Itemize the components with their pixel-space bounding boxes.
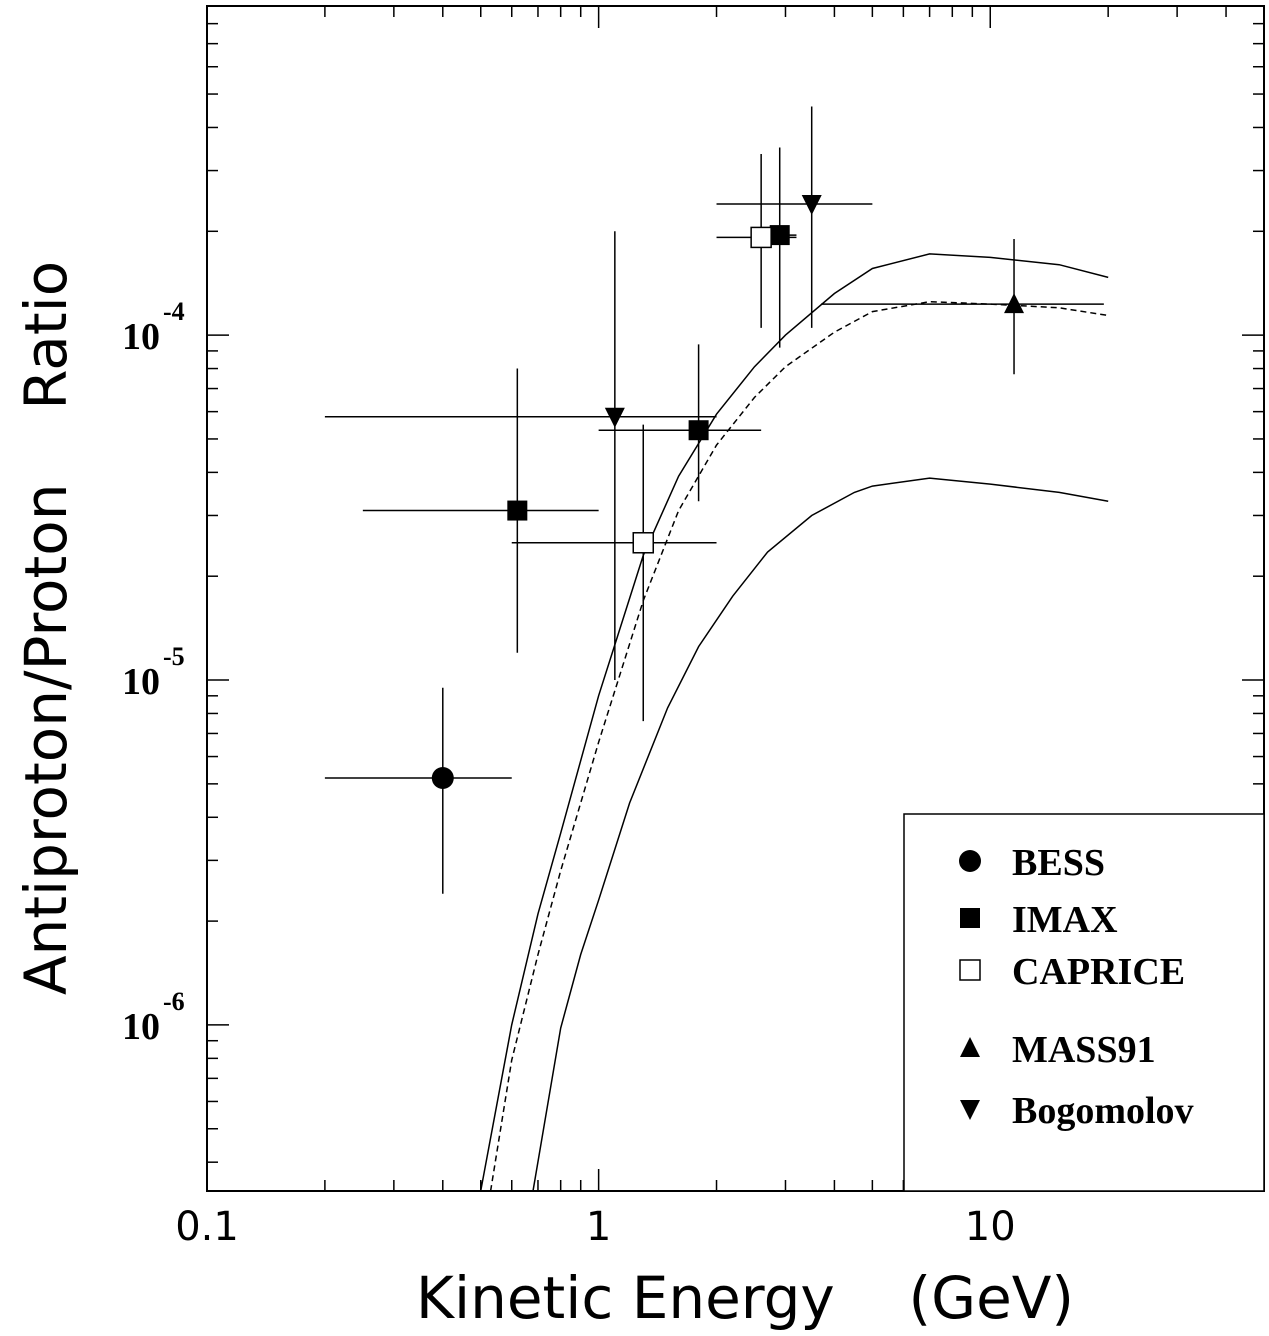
- model-curve-1-solid: [479, 253, 1109, 1192]
- y-axis-title: Antiproton/Proton Ratio: [12, 261, 80, 995]
- legend-label-caprice: CAPRICE: [1012, 951, 1185, 993]
- x-tick-label: 0.1: [175, 1204, 239, 1250]
- legend-label-bess: BESS: [1012, 842, 1105, 884]
- bogomolov-point: [801, 194, 822, 215]
- y-tick-exponent: -4: [163, 297, 185, 326]
- x-tick-label: 1: [586, 1204, 611, 1250]
- bogomolov-point: [604, 407, 625, 428]
- legend-label-bogomolov: Bogomolov: [1012, 1090, 1194, 1132]
- model-curve-2-dashed: [489, 300, 1109, 1192]
- legend-label-mass91: MASS91: [1012, 1029, 1156, 1071]
- legend-label-imax: IMAX: [1012, 899, 1118, 941]
- y-tick-label: 10: [122, 661, 160, 703]
- imax-point: [507, 500, 528, 521]
- legend-marker-bess: [959, 850, 981, 872]
- x-tick-label: 10: [965, 1204, 1016, 1250]
- plot-frame: [206, 5, 1265, 1192]
- legend-marker-bogomolov: [960, 1100, 980, 1120]
- legend: BESS IMAX CAPRICE MASS91 Bogomolov: [903, 813, 1265, 1192]
- data-points: [324, 106, 1104, 894]
- y-tick-exponent: -6: [163, 987, 185, 1016]
- y-tick-exponent: -5: [163, 642, 185, 671]
- legend-marker-caprice: [959, 959, 981, 981]
- y-tick-label: 10: [122, 1006, 160, 1048]
- mass91-point: [1004, 293, 1025, 314]
- caprice-point: [632, 532, 655, 554]
- imax-point: [769, 225, 790, 246]
- model-curve-3-solid: [532, 477, 1109, 1192]
- caprice-point: [750, 226, 772, 249]
- model-curves: [479, 253, 1109, 1192]
- x-axis-title: Kinetic Energy (GeV): [416, 1264, 1074, 1332]
- legend-marker-mass91: [960, 1037, 980, 1057]
- y-tick-label: 10: [122, 316, 160, 358]
- bess-point: [431, 766, 454, 789]
- imax-point: [688, 420, 709, 441]
- legend-box: [903, 813, 1265, 1192]
- legend-marker-imax: [960, 908, 980, 928]
